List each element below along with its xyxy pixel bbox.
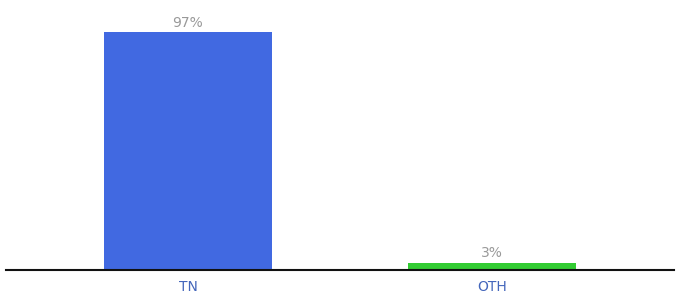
Text: 3%: 3%: [481, 246, 503, 260]
Text: 97%: 97%: [173, 16, 203, 30]
Bar: [409, 263, 576, 270]
Bar: [104, 32, 271, 270]
